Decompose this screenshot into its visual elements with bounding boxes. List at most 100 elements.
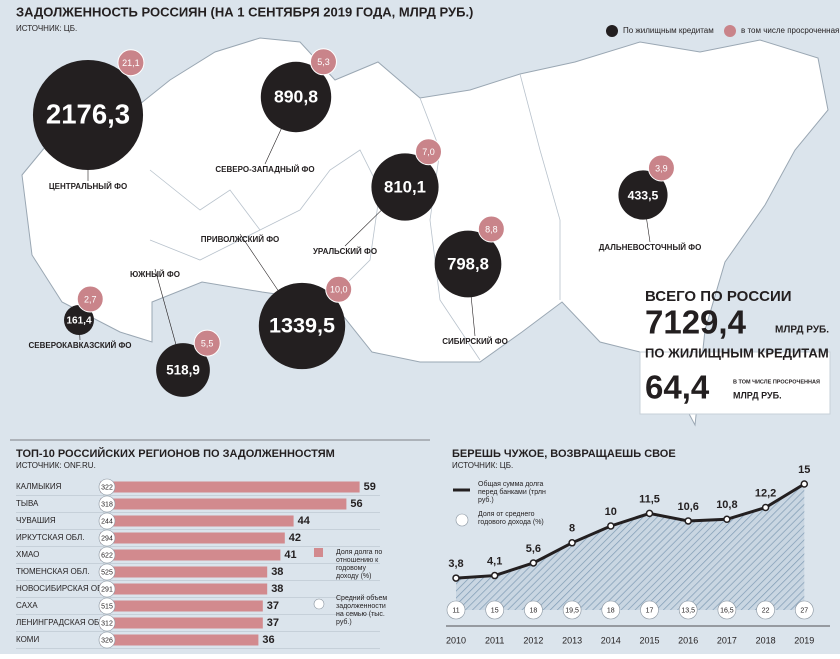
bar-value: 38 (271, 566, 283, 578)
legend-label: Общая сумма долга перед банками (трлн руб.… (478, 480, 546, 504)
bar-value: 59 (364, 481, 376, 493)
district-label: ДАЛЬНЕВОСТОЧНЫЙ ФО (599, 243, 702, 252)
income-share-marker (601, 600, 621, 620)
income-share-marker (524, 600, 543, 620)
family-debt-value: 291 (101, 586, 113, 593)
bar (100, 532, 285, 544)
x-tick-label: 2012 (523, 635, 543, 645)
total-title: ВСЕГО ПО РОССИИ (645, 288, 792, 305)
district-label: СЕВЕРО-ЗАПАДНЫЙ ФО (215, 165, 314, 174)
x-tick-label: 2016 (678, 635, 698, 645)
bar-value: 41 (284, 549, 296, 561)
debt-bubble (32, 59, 144, 171)
debt-label: 1339,5 (269, 313, 335, 338)
family-debt-value: 244 (101, 518, 113, 525)
debt-bubble (156, 343, 210, 397)
income-share-marker (485, 600, 505, 620)
debt-label: 798,8 (447, 254, 489, 273)
income-share-marker (794, 600, 814, 620)
region-label: САХА (16, 601, 38, 610)
region-label: ЧУВАШИЯ (16, 516, 56, 525)
debt-bubble (371, 153, 439, 221)
debt-label: 518,9 (166, 363, 200, 378)
debt-bubble (258, 282, 346, 370)
overdue-label: 3,9 (655, 163, 668, 173)
income-share-marker (640, 600, 659, 620)
debt-value: 8 (569, 523, 575, 535)
debt-label: 2176,3 (46, 98, 130, 129)
bar-title: ТОП-10 РОССИЙСКИХ РЕГИОНОВ ПО ЗАДОЛЖЕННО… (16, 447, 335, 460)
line-title: БЕРЕШЬ ЧУЖОЕ, ВОЗВРАЩАЕШЬ СВОЕ (452, 448, 676, 460)
x-tick-label: 2010 (446, 635, 466, 645)
total-box-bg (639, 351, 831, 415)
overdue-label: 5,3 (317, 57, 330, 67)
family-debt-marker (98, 563, 116, 581)
legend-swatch (724, 25, 736, 37)
debt-bubble (260, 61, 332, 133)
family-debt-value: 322 (101, 484, 113, 491)
debt-value: 15 (798, 464, 810, 476)
overdue-bubble (415, 138, 443, 166)
income-share-value: 11 (452, 607, 459, 614)
overdue-label: 5,5 (201, 338, 214, 348)
debt-label: 890,8 (274, 87, 318, 107)
overdue-total-value: 64,4 (645, 369, 710, 406)
family-debt-marker (98, 614, 116, 632)
bar (100, 617, 263, 629)
family-debt-value: 294 (101, 535, 113, 542)
family-debt-value: 312 (101, 620, 113, 627)
debt-point (723, 515, 731, 524)
x-tick-label: 2017 (717, 635, 737, 645)
debt-bubble (64, 305, 94, 335)
bar-value: 36 (262, 634, 274, 646)
income-share-value: 13,5 (681, 607, 695, 614)
region-label: ЛЕНИНГРАДСКАЯ ОБЛ. (16, 618, 107, 627)
total-value: 7129,4 (645, 304, 747, 341)
district-label: ЦЕНТРАЛЬНЫЙ ФО (49, 182, 127, 191)
debt-point (452, 574, 460, 582)
income-share-marker (678, 600, 698, 620)
income-share-marker (446, 600, 466, 620)
bar (100, 566, 268, 578)
debt-bubble (434, 230, 502, 298)
debt-value: 3,8 (448, 558, 463, 570)
total-unit: МЛРД РУБ. (775, 325, 829, 336)
legend-swatch (606, 25, 618, 37)
debt-point (800, 480, 809, 488)
debt-label: 161,4 (66, 316, 91, 327)
x-tick-label: 2013 (562, 635, 582, 645)
district-label: УРАЛЬСКИЙ ФО (313, 247, 377, 256)
income-share-value: 19,5 (565, 607, 579, 614)
income-share-value: 18 (530, 607, 538, 614)
total-box: ВСЕГО ПО РОССИИ 7129,4 МЛРД РУБ. ПО ЖИЛИ… (639, 288, 831, 415)
family-debt-value: 326 (101, 637, 113, 644)
region-label: ХМАО (16, 550, 39, 559)
family-debt-value: 515 (101, 603, 113, 610)
map-title: ЗАДОЛЖЕННОСТЬ РОССИЯН (НА 1 СЕНТЯБРЯ 201… (16, 4, 473, 19)
family-debt-value: 318 (101, 501, 113, 508)
bar-value: 42 (289, 532, 301, 544)
debt-value: 12,2 (755, 487, 776, 499)
bar (100, 583, 268, 595)
bar-value: 38 (271, 583, 283, 595)
bar (100, 600, 263, 612)
bar (100, 634, 259, 646)
bar-value: 44 (298, 515, 311, 527)
debt-area (456, 484, 805, 610)
total-subtitle: ПО ЖИЛИЩНЫМ КРЕДИТАМ (645, 345, 829, 360)
bar-source: ИСТОЧНИК: ONF.RU. (16, 461, 96, 470)
region-label: ТЫВА (16, 499, 39, 508)
bar (100, 481, 360, 493)
legend-label: в том числе просроченная (741, 26, 839, 35)
debt-value: 10 (605, 506, 617, 518)
family-debt-marker (98, 529, 116, 547)
debt-point (607, 522, 615, 530)
family-debt-marker (98, 597, 116, 615)
overdue-label: 8,8 (485, 224, 498, 234)
debt-point (529, 559, 538, 567)
legend-swatch (313, 598, 325, 610)
overdue-bubble (76, 285, 104, 313)
income-share-marker (756, 600, 775, 620)
bar-value: 37 (267, 600, 279, 612)
